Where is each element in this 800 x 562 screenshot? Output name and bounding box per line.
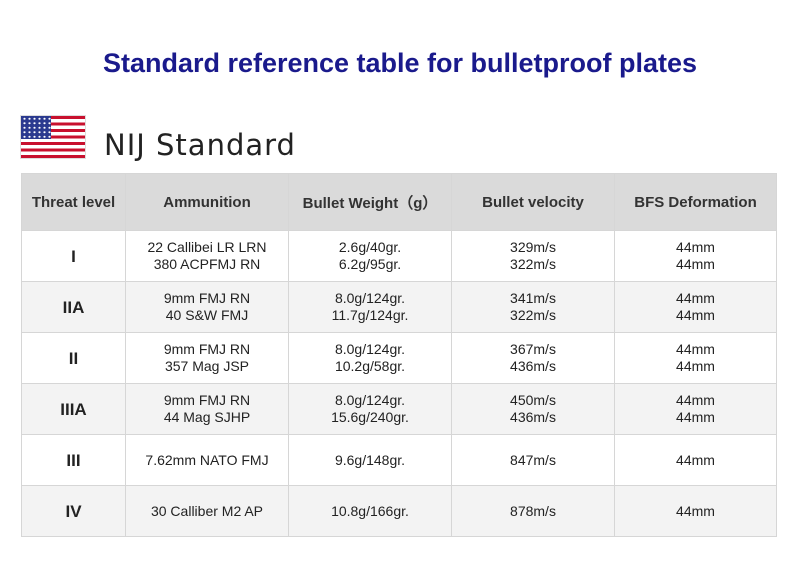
threat-level-cell: I [21, 230, 126, 282]
bfs-deformation-cell: 44mm 44mm [614, 383, 777, 435]
bfs-deformation-cell-line: 44mm [676, 409, 715, 425]
ammunition-cell-line: 22 Callibei LR LRN [147, 239, 267, 255]
us-flag-icon [21, 116, 85, 158]
table-row: IIA 9mm FMJ RN 40 S&W FMJ 8.0g/124gr. 11.7g/… [21, 281, 777, 333]
ammunition-cell-line: 7.62mm NATO FMJ [145, 451, 269, 468]
bfs-deformation-cell-line: 44mm [676, 256, 715, 272]
bfs-deformation-cell-line: 44mm [676, 451, 715, 468]
reference-table: Threat level Ammunition Bullet Weight（g）… [21, 173, 777, 537]
bfs-deformation-cell-line: 44mm [676, 290, 715, 306]
bullet-velocity-cell: 878m/s [451, 485, 615, 537]
threat-level-cell: IV [21, 485, 126, 537]
bullet-weight-cell: 2.6g/40gr. 6.2g/95gr. [288, 230, 452, 282]
ammunition-cell-line: 40 S&W FMJ [165, 307, 249, 323]
ammunition-cell: 22 Callibei LR LRN 380 ACPFMJ RN [125, 230, 289, 282]
bullet-velocity-cell-line: 847m/s [510, 451, 556, 468]
bullet-weight-cell-line: 9.6g/148gr. [334, 451, 406, 468]
ammunition-cell-line: 357 Mag JSP [164, 358, 250, 374]
bullet-velocity-cell: 847m/s [451, 434, 615, 486]
bullet-velocity-cell-line: 878m/s [510, 502, 556, 519]
header-threat-level: Threat level [21, 173, 126, 231]
bfs-deformation-cell-line: 44mm [676, 307, 715, 323]
ammunition-cell-line: 44 Mag SJHP [163, 409, 251, 425]
ammunition-cell-line: 9mm FMJ RN [163, 392, 251, 408]
header-bullet-velocity: Bullet velocity [451, 173, 615, 231]
threat-level-cell: II [21, 332, 126, 384]
bullet-weight-cell: 8.0g/124gr. 10.2g/58gr. [288, 332, 452, 384]
bullet-velocity-cell-line: 341m/s [510, 290, 556, 306]
bullet-velocity-cell-line: 450m/s [510, 392, 556, 408]
table-row: IV 30 Calliber M2 AP 10.8g/166gr. 878m/s 44m… [21, 485, 777, 537]
bfs-deformation-cell-line: 44mm [676, 341, 715, 357]
bullet-weight-cell: 10.8g/166gr. [288, 485, 452, 537]
flag-canton [21, 116, 51, 139]
ammunition-cell: 9mm FMJ RN 44 Mag SJHP [125, 383, 289, 435]
bullet-weight-cell-line: 11.7g/124gr. [331, 307, 409, 323]
bfs-deformation-cell: 44mm 44mm [614, 281, 777, 333]
bullet-velocity-cell: 450m/s 436m/s [451, 383, 615, 435]
bullet-weight-cell-line: 10.8g/166gr. [331, 502, 409, 519]
bullet-weight-cell-line: 8.0g/124gr. [334, 341, 406, 357]
page-title: Standard reference table for bulletproof… [102, 48, 698, 78]
standard-title: NIJ Standard [104, 128, 296, 162]
bfs-deformation-cell: 44mm [614, 434, 777, 486]
header-bullet-weight: Bullet Weight（g） [288, 173, 452, 231]
bullet-velocity-cell-line: 436m/s [510, 358, 556, 374]
ammunition-cell: 9mm FMJ RN 40 S&W FMJ [125, 281, 289, 333]
bullet-velocity-cell-line: 322m/s [510, 307, 556, 323]
bullet-velocity-cell-line: 436m/s [510, 409, 556, 425]
bullet-weight-cell-line: 8.0g/124gr. [334, 290, 406, 306]
ammunition-cell: 30 Calliber M2 AP [125, 485, 289, 537]
bfs-deformation-cell-line: 44mm [676, 502, 715, 519]
bullet-velocity-cell-line: 322m/s [510, 256, 556, 272]
table-row: IIIA 9mm FMJ RN 44 Mag SJHP 8.0g/124gr. 15.6… [21, 383, 777, 435]
bfs-deformation-cell: 44mm 44mm [614, 332, 777, 384]
ammunition-cell: 7.62mm NATO FMJ [125, 434, 289, 486]
threat-level-cell: III [21, 434, 126, 486]
bfs-deformation-cell: 44mm [614, 485, 777, 537]
ammunition-cell-line: 9mm FMJ RN [163, 290, 251, 306]
bullet-weight-cell: 8.0g/124gr. 15.6g/240gr. [288, 383, 452, 435]
ammunition-cell-line: 380 ACPFMJ RN [153, 256, 261, 272]
bfs-deformation-cell-line: 44mm [676, 392, 715, 408]
ammunition-cell: 9mm FMJ RN 357 Mag JSP [125, 332, 289, 384]
ammunition-cell-line: 30 Calliber M2 AP [150, 502, 264, 519]
table-row: II 9mm FMJ RN 357 Mag JSP 8.0g/124gr. 10.2g/… [21, 332, 777, 384]
bullet-weight-cell-line: 10.2g/58gr. [334, 358, 406, 374]
bullet-weight-cell-line: 2.6g/40gr. [338, 239, 402, 255]
header-ammunition: Ammunition [125, 173, 289, 231]
table-row: III 7.62mm NATO FMJ 9.6g/148gr. 847m/s 44mm [21, 434, 777, 486]
bullet-velocity-cell-line: 367m/s [510, 341, 556, 357]
bfs-deformation-cell: 44mm 44mm [614, 230, 777, 282]
bfs-deformation-cell-line: 44mm [676, 358, 715, 374]
table-row: I 22 Callibei LR LRN 380 ACPFMJ RN 2.6g/40g… [21, 230, 777, 282]
table-header-row: Threat level Ammunition Bullet Weight（g）… [21, 173, 777, 231]
bullet-weight-cell-line: 6.2g/95gr. [338, 256, 402, 272]
bullet-weight-cell: 9.6g/148gr. [288, 434, 452, 486]
bullet-velocity-cell: 341m/s 322m/s [451, 281, 615, 333]
bullet-weight-cell-line: 15.6g/240gr. [331, 409, 409, 425]
header-bfs-deformation: BFS Deformation [614, 173, 777, 231]
bfs-deformation-cell-line: 44mm [676, 239, 715, 255]
bullet-weight-cell-line: 8.0g/124gr. [334, 392, 406, 408]
bullet-weight-cell: 8.0g/124gr. 11.7g/124gr. [288, 281, 452, 333]
ammunition-cell-line: 9mm FMJ RN [163, 341, 251, 357]
threat-level-cell: IIIA [21, 383, 126, 435]
threat-level-cell: IIA [21, 281, 126, 333]
bullet-velocity-cell: 367m/s 436m/s [451, 332, 615, 384]
bullet-velocity-cell-line: 329m/s [510, 239, 556, 255]
bullet-velocity-cell: 329m/s 322m/s [451, 230, 615, 282]
